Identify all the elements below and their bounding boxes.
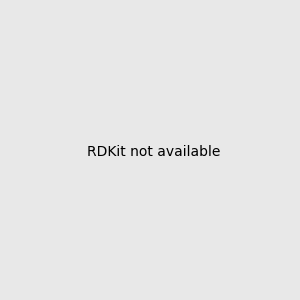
Text: RDKit not available: RDKit not available [87, 145, 220, 158]
